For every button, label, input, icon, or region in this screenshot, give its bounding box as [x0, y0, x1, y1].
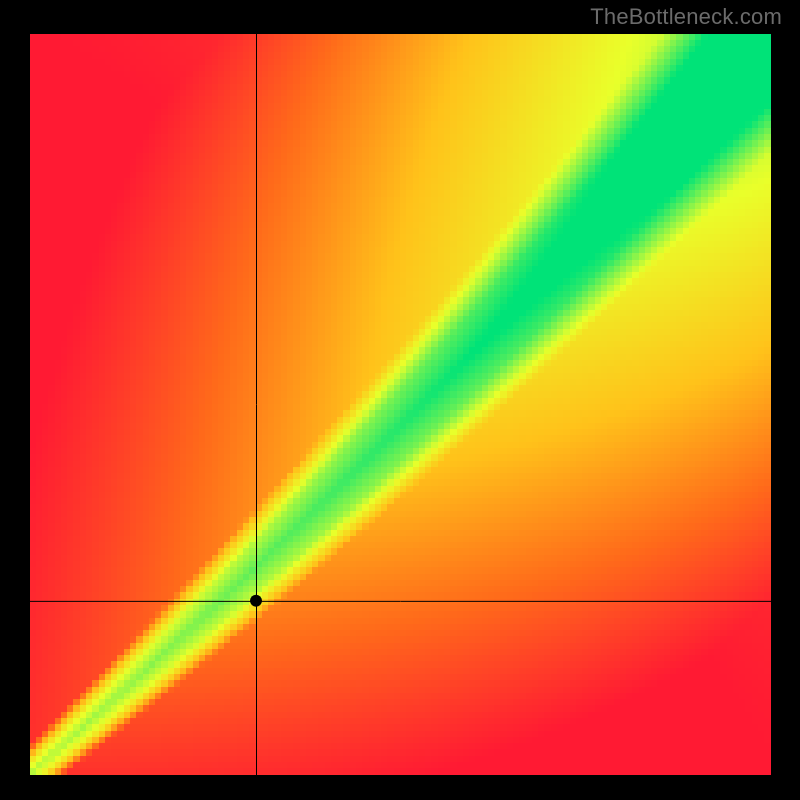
- heatmap-canvas: [30, 34, 771, 775]
- chart-container: TheBottleneck.com: [0, 0, 800, 800]
- heatmap-plot: [30, 34, 771, 775]
- attribution-label: TheBottleneck.com: [590, 4, 782, 30]
